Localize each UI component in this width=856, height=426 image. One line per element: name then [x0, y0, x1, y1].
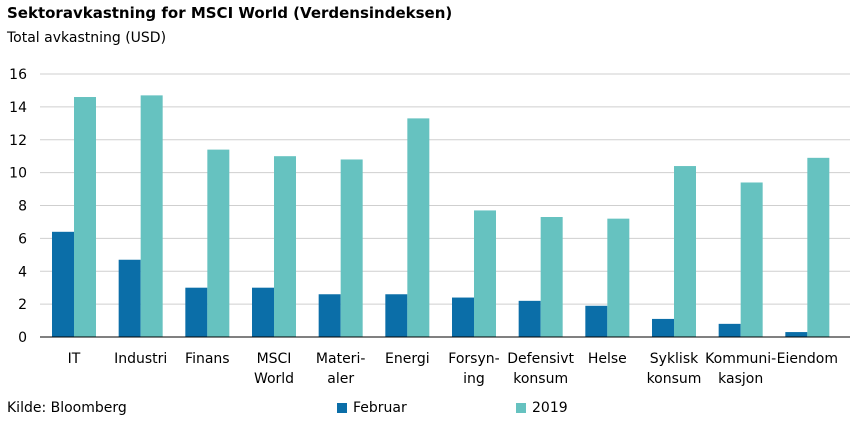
bar-februar — [385, 294, 408, 337]
bar-februar — [718, 323, 741, 337]
bar-februar — [252, 287, 274, 337]
bar-2019 — [607, 218, 630, 337]
bar-2019 — [540, 217, 563, 337]
y-tick-label: 10 — [9, 166, 27, 182]
legend-swatch-februar — [337, 403, 347, 413]
bar-februar — [452, 297, 474, 337]
bar-2019 — [474, 210, 496, 337]
x-tick-label: IT — [68, 351, 81, 367]
x-tick-label: konsum — [513, 371, 568, 387]
x-tick-label: aler — [327, 371, 354, 387]
bar-februar — [652, 318, 674, 337]
x-tick-label: Kommuni- — [705, 351, 776, 367]
x-tick-label: Helse — [588, 351, 627, 367]
gridlines — [40, 73, 850, 305]
bar-2019 — [674, 166, 696, 337]
y-tick-label: 4 — [18, 264, 27, 280]
y-axis-label: Total avkastning (USD) — [7, 30, 167, 46]
x-tick-label: Defensivt — [507, 351, 574, 367]
source-note: Kilde: Bloomberg — [7, 400, 127, 416]
y-tick-label: 0 — [18, 330, 27, 346]
bar-2019 — [407, 118, 430, 337]
x-axis-ticks: IT Industri Finans MSCI World Materi-aler Ener… — [68, 351, 838, 387]
bar-februar — [318, 294, 341, 337]
y-tick-label: 16 — [9, 67, 27, 83]
x-tick-label: kasjon — [718, 371, 763, 387]
y-tick-label: 14 — [9, 100, 27, 116]
bar-2019 — [740, 182, 763, 337]
x-tick-label: Eiendom — [777, 351, 838, 367]
legend-item-2019: 2019 — [516, 400, 568, 416]
bars — [52, 95, 830, 338]
legend-item-februar: Februar — [337, 400, 407, 416]
y-axis-ticks: 0 2 4 6 8 10 12 14 16 — [9, 67, 27, 346]
bar-februar — [118, 259, 141, 337]
y-tick-label: 12 — [9, 133, 27, 149]
bar-2019 — [207, 149, 230, 337]
legend-label-februar: Februar — [353, 400, 407, 416]
y-tick-label: 6 — [18, 231, 27, 247]
bar-februar — [52, 231, 74, 337]
x-tick-label: Forsyn- — [448, 351, 499, 367]
bar-februar — [585, 305, 608, 337]
x-tick-label: World — [254, 371, 294, 387]
bar-2019 — [74, 97, 96, 337]
legend-swatch-2019 — [516, 403, 526, 413]
y-tick-label: 2 — [18, 297, 27, 313]
bar-2019 — [140, 95, 163, 338]
chart-title: Sektoravkastning for MSCI World (Verdens… — [7, 4, 453, 22]
bar-februar — [785, 332, 808, 337]
x-tick-label: ing — [463, 371, 485, 387]
x-tick-label: Syklisk — [650, 351, 699, 367]
x-tick-label: MSCI — [257, 351, 292, 367]
x-tick-label: Industri — [114, 351, 167, 367]
x-tick-label: konsum — [647, 371, 702, 387]
bar-2019 — [340, 159, 363, 337]
bar-februar — [185, 287, 208, 337]
bar-2019 — [274, 156, 296, 337]
x-tick-label: Materi- — [316, 351, 365, 367]
legend-label-2019: 2019 — [532, 400, 568, 416]
x-tick-label: Energi — [385, 351, 430, 367]
bar-2019 — [807, 157, 830, 337]
bar-februar — [518, 300, 541, 337]
x-tick-label: Finans — [185, 351, 230, 367]
y-tick-label: 8 — [18, 199, 27, 215]
